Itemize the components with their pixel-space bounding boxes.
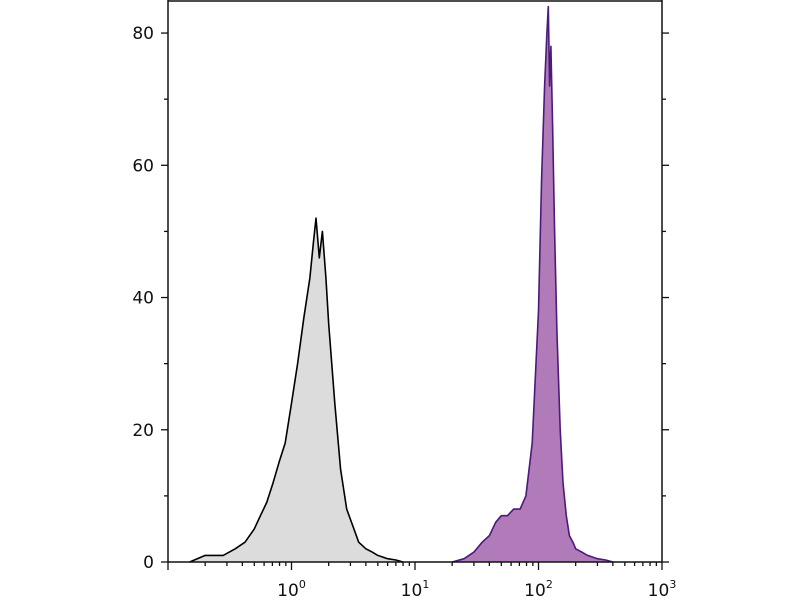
- x-tick-label: 100: [277, 578, 306, 600]
- x-tick-label: 102: [524, 578, 553, 600]
- x-tick-label-base: 10: [648, 581, 670, 600]
- x-tick-label: 103: [648, 578, 677, 600]
- y-tick-label: 20: [132, 421, 154, 441]
- series-1-line: [451, 5, 614, 563]
- axes-layer: [161, 0, 669, 570]
- y-tick-label: 60: [132, 156, 154, 176]
- x-tick-label-exponent: 3: [669, 578, 676, 591]
- series-0-area: [189, 218, 403, 562]
- series-layer: [189, 5, 614, 563]
- x-tick-label-exponent: 2: [546, 578, 553, 591]
- x-tick-label-base: 10: [277, 581, 299, 600]
- series-1-area: [452, 6, 613, 563]
- y-tick-label: 80: [132, 24, 154, 44]
- series-0-line: [189, 217, 404, 563]
- x-tick-label-base: 10: [524, 581, 546, 600]
- x-tick-label: 101: [401, 578, 430, 600]
- y-tick-label: 0: [143, 553, 154, 573]
- x-tick-label-exponent: 1: [422, 578, 429, 591]
- y-tick-label: 40: [132, 289, 154, 309]
- x-tick-label-exponent: 0: [299, 578, 306, 591]
- x-tick-label-base: 10: [401, 581, 423, 600]
